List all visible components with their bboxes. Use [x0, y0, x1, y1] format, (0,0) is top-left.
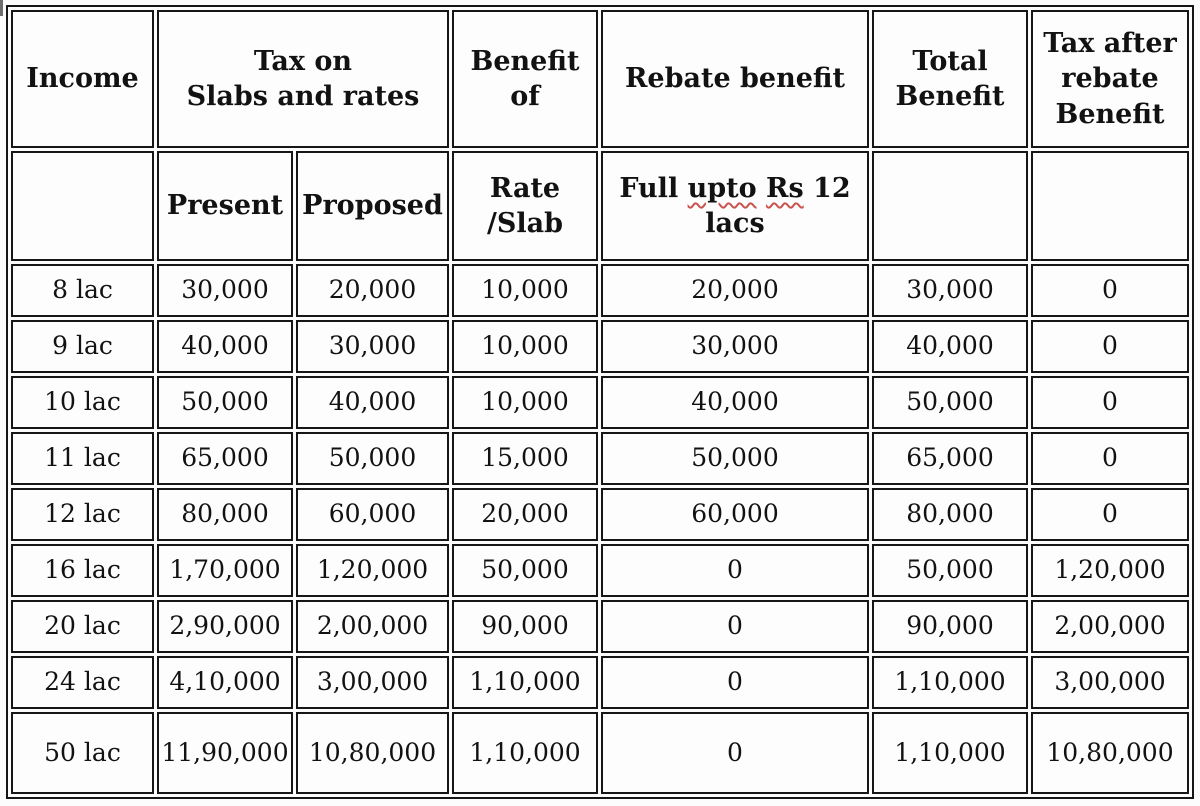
- cell-rebate: 0: [601, 544, 869, 597]
- cell-rebate: 40,000: [601, 376, 869, 429]
- table-row: 20 lac 2,90,000 2,00,000 90,000 0 90,000…: [11, 600, 1189, 653]
- cell-proposed: 20,000: [296, 264, 449, 317]
- cell-total: 65,000: [872, 432, 1028, 485]
- cell-total: 40,000: [872, 320, 1028, 373]
- cell-income: 11 lac: [11, 432, 154, 485]
- table-row: 11 lac 65,000 50,000 15,000 50,000 65,00…: [11, 432, 1189, 485]
- cell-total: 30,000: [872, 264, 1028, 317]
- header-tax-after-rebate: Tax after rebate Benefit: [1031, 10, 1189, 148]
- header-tax-on-slabs: Tax on Slabs and rates: [157, 10, 449, 148]
- table-row: 24 lac 4,10,000 3,00,000 1,10,000 0 1,10…: [11, 656, 1189, 709]
- cell-benefit: 1,10,000: [452, 656, 598, 709]
- cell-present: 4,10,000: [157, 656, 293, 709]
- rebate-text-pre: Full: [619, 172, 688, 204]
- table-row: 10 lac 50,000 40,000 10,000 40,000 50,00…: [11, 376, 1189, 429]
- subheader-empty-total: [872, 151, 1028, 261]
- cell-rebate: 50,000: [601, 432, 869, 485]
- cell-present: 30,000: [157, 264, 293, 317]
- cell-total: 1,10,000: [872, 656, 1028, 709]
- cell-tax-after: 0: [1031, 432, 1189, 485]
- cell-total: 80,000: [872, 488, 1028, 541]
- cell-present: 11,90,000: [157, 712, 293, 794]
- cell-income: 50 lac: [11, 712, 154, 794]
- header-benefit-of: Benefit of: [452, 10, 598, 148]
- cell-benefit: 90,000: [452, 600, 598, 653]
- cell-proposed: 30,000: [296, 320, 449, 373]
- cell-rebate: 60,000: [601, 488, 869, 541]
- header-rebate-benefit: Rebate benefit: [601, 10, 869, 148]
- cell-income: 20 lac: [11, 600, 154, 653]
- cell-proposed: 60,000: [296, 488, 449, 541]
- tax-benefit-table: Income Tax on Slabs and rates Benefit of…: [6, 5, 1194, 799]
- cell-proposed: 2,00,000: [296, 600, 449, 653]
- cell-benefit: 10,000: [452, 376, 598, 429]
- subheader-present: Present: [157, 151, 293, 261]
- cell-tax-after: 0: [1031, 376, 1189, 429]
- cell-tax-after: 3,00,000: [1031, 656, 1189, 709]
- cell-income: 8 lac: [11, 264, 154, 317]
- table-row: 12 lac 80,000 60,000 20,000 60,000 80,00…: [11, 488, 1189, 541]
- table-row: 8 lac 30,000 20,000 10,000 20,000 30,000…: [11, 264, 1189, 317]
- cell-tax-after: 2,00,000: [1031, 600, 1189, 653]
- cell-benefit: 10,000: [452, 320, 598, 373]
- misspelled-word-upto: upto: [687, 172, 757, 204]
- cell-present: 2,90,000: [157, 600, 293, 653]
- cell-tax-after: 0: [1031, 488, 1189, 541]
- cell-rebate: 0: [601, 712, 869, 794]
- cell-benefit: 1,10,000: [452, 712, 598, 794]
- table-row: 16 lac 1,70,000 1,20,000 50,000 0 50,000…: [11, 544, 1189, 597]
- cell-present: 65,000: [157, 432, 293, 485]
- cell-present: 1,70,000: [157, 544, 293, 597]
- cell-present: 50,000: [157, 376, 293, 429]
- subheader-rate-slab: Rate /Slab: [452, 151, 598, 261]
- cell-income: 16 lac: [11, 544, 154, 597]
- table-row: 9 lac 40,000 30,000 10,000 30,000 40,000…: [11, 320, 1189, 373]
- cell-income: 24 lac: [11, 656, 154, 709]
- header-income: Income: [11, 10, 154, 148]
- cell-total: 90,000: [872, 600, 1028, 653]
- header-row-1: Income Tax on Slabs and rates Benefit of…: [11, 10, 1189, 148]
- cell-proposed: 10,80,000: [296, 712, 449, 794]
- cell-income: 10 lac: [11, 376, 154, 429]
- cell-present: 40,000: [157, 320, 293, 373]
- cell-tax-after: 0: [1031, 320, 1189, 373]
- header-row-2: Present Proposed Rate /Slab Full upto Rs…: [11, 151, 1189, 261]
- crop-artifact: [0, 0, 3, 16]
- cell-proposed: 1,20,000: [296, 544, 449, 597]
- cell-income: 9 lac: [11, 320, 154, 373]
- cell-tax-after: 0: [1031, 264, 1189, 317]
- cell-proposed: 3,00,000: [296, 656, 449, 709]
- cell-total: 1,10,000: [872, 712, 1028, 794]
- header-total-benefit: Total Benefit: [872, 10, 1028, 148]
- cell-rebate: 30,000: [601, 320, 869, 373]
- rebate-text-mid: [757, 173, 766, 204]
- cell-rebate: 0: [601, 600, 869, 653]
- cell-proposed: 40,000: [296, 376, 449, 429]
- cell-benefit: 15,000: [452, 432, 598, 485]
- cell-tax-after: 10,80,000: [1031, 712, 1189, 794]
- cell-present: 80,000: [157, 488, 293, 541]
- cell-total: 50,000: [872, 376, 1028, 429]
- cell-income: 12 lac: [11, 488, 154, 541]
- subheader-empty-tax-after: [1031, 151, 1189, 261]
- subheader-rebate-full: Full upto Rs 12 lacs: [601, 151, 869, 261]
- cell-tax-after: 1,20,000: [1031, 544, 1189, 597]
- table-row: 50 lac 11,90,000 10,80,000 1,10,000 0 1,…: [11, 712, 1189, 794]
- cell-proposed: 50,000: [296, 432, 449, 485]
- cell-rebate: 0: [601, 656, 869, 709]
- cell-benefit: 10,000: [452, 264, 598, 317]
- subheader-empty-income: [11, 151, 154, 261]
- subheader-proposed: Proposed: [296, 151, 449, 261]
- cell-benefit: 20,000: [452, 488, 598, 541]
- rebate-text-post: 12 lacs: [705, 172, 851, 239]
- cell-benefit: 50,000: [452, 544, 598, 597]
- cell-rebate: 20,000: [601, 264, 869, 317]
- misspelled-word-rs: Rs: [766, 172, 804, 204]
- cell-total: 50,000: [872, 544, 1028, 597]
